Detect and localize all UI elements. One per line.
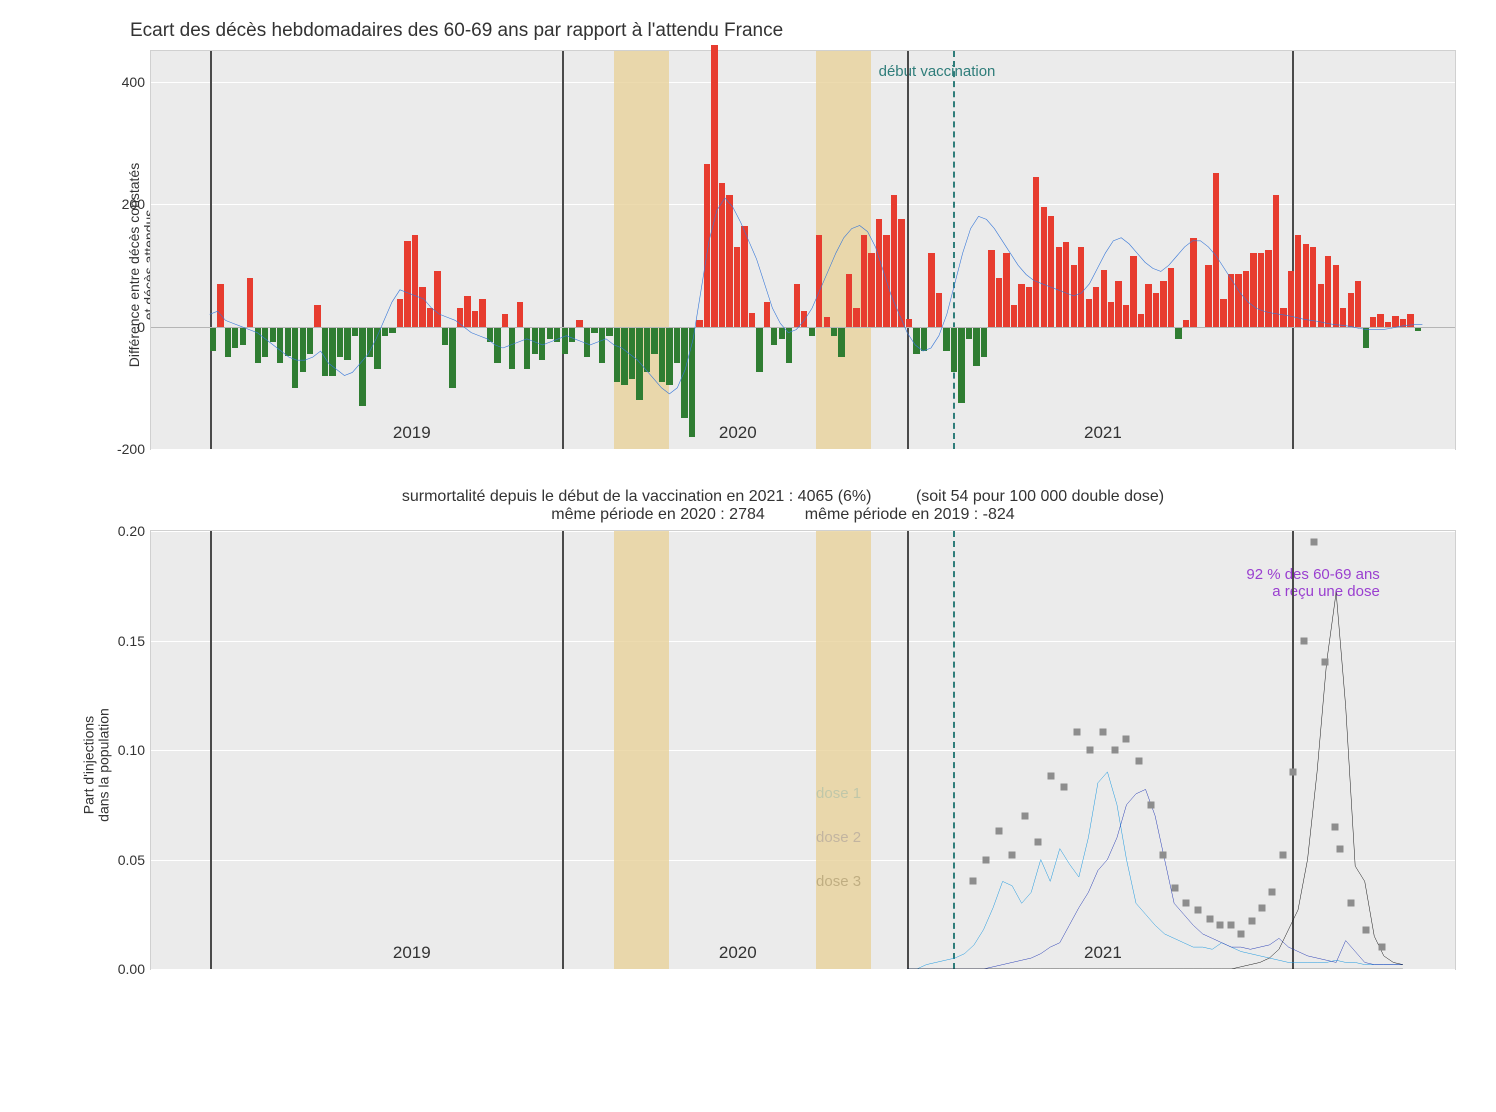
- scatter-point: [1183, 900, 1190, 907]
- year-label: 2021: [1084, 423, 1122, 443]
- dose1-line: [907, 772, 1403, 969]
- ytick-label: 200: [122, 196, 145, 212]
- scatter-point: [1269, 889, 1276, 896]
- scatter-point: [1195, 906, 1202, 913]
- caption-line1-left: surmortalité depuis le début de la vacci…: [402, 488, 872, 505]
- scatter-point: [1111, 747, 1118, 754]
- chart-title: Ecart des décès hebdomadaires des 60-69 …: [130, 20, 1456, 42]
- caption-line1-right: (soit 54 pour 100 000 double dose): [916, 488, 1164, 505]
- ylabel-bottom: Part d'injections dans la population: [81, 708, 112, 822]
- scatter-point: [1347, 900, 1354, 907]
- scatter-point: [1321, 659, 1328, 666]
- caption-line2-right: même période en 2019 : -824: [805, 506, 1015, 523]
- ytick-label: 0.00: [118, 961, 145, 977]
- scatter-point: [1206, 915, 1213, 922]
- scatter-point: [1073, 729, 1080, 736]
- scatter-point: [1248, 917, 1255, 924]
- ytick-label: 400: [122, 74, 145, 90]
- plot-area-bottom: dose 1 dose 2 dose 3 92 % des 60-69 ans …: [150, 530, 1456, 970]
- scatter-point: [1378, 944, 1385, 951]
- scatter-point: [1311, 538, 1318, 545]
- scatter-point: [1279, 852, 1286, 859]
- scatter-point: [1086, 747, 1093, 754]
- panel-bottom: Part d'injections dans la population dos…: [110, 530, 1456, 1000]
- scatter-point: [1159, 852, 1166, 859]
- ytick-label: 0.15: [118, 633, 145, 649]
- scatter-point: [1047, 773, 1054, 780]
- dose3-line: [907, 592, 1403, 969]
- scatter-point: [982, 856, 989, 863]
- scatter-point: [1123, 736, 1130, 743]
- scatter-point: [1021, 812, 1028, 819]
- scatter-point: [1259, 904, 1266, 911]
- scatter-point: [1060, 784, 1067, 791]
- panel-top: Différence entre décès constatés et décè…: [110, 50, 1456, 480]
- year-label: 2020: [719, 943, 757, 963]
- scatter-point: [1099, 729, 1106, 736]
- ytick-label: 0.10: [118, 742, 145, 758]
- scatter-point: [1148, 801, 1155, 808]
- year-label: 2019: [393, 423, 431, 443]
- smooth-line: [151, 51, 1455, 449]
- scatter-point: [1217, 922, 1224, 929]
- scatter-point: [1332, 823, 1339, 830]
- scatter-point: [1363, 926, 1370, 933]
- scatter-point: [1008, 852, 1015, 859]
- ytick-label: -200: [117, 441, 145, 457]
- ytick-label: 0.05: [118, 852, 145, 868]
- scatter-point: [995, 828, 1002, 835]
- ytick-label: 0.20: [118, 523, 145, 539]
- year-label: 2020: [719, 423, 757, 443]
- scatter-point: [1337, 845, 1344, 852]
- dose2-line: [907, 789, 1403, 969]
- year-label: 2021: [1084, 943, 1122, 963]
- scatter-point: [1290, 768, 1297, 775]
- scatter-point: [1136, 757, 1143, 764]
- scatter-point: [1300, 637, 1307, 644]
- scatter-point: [1227, 922, 1234, 929]
- scatter-point: [1034, 838, 1041, 845]
- scatter-point: [1238, 930, 1245, 937]
- scatter-point: [969, 878, 976, 885]
- caption-line2-left: même période en 2020 : 2784: [551, 506, 764, 523]
- plot-area-top: début vaccination -200020040020192020202…: [150, 50, 1456, 450]
- ytick-label: 0: [137, 319, 145, 335]
- year-label: 2019: [393, 943, 431, 963]
- caption: surmortalité depuis le début de la vacci…: [110, 488, 1456, 524]
- scatter-point: [1171, 884, 1178, 891]
